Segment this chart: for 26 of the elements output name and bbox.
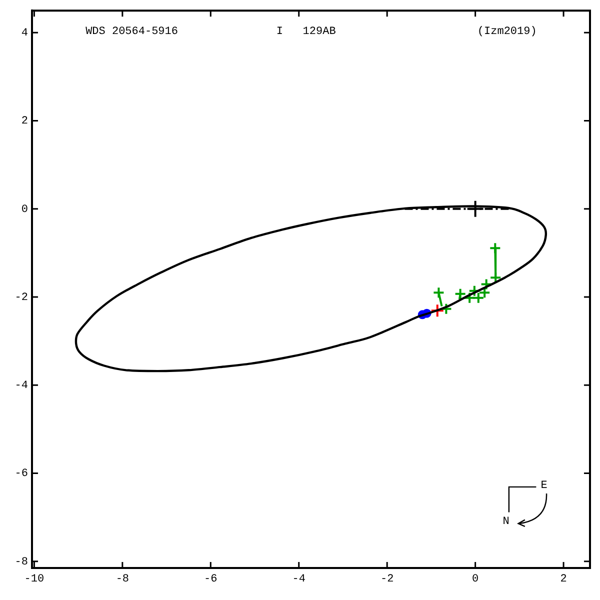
x-tick-label: -10	[24, 574, 44, 586]
point	[440, 302, 452, 315]
y-tick-label: -8	[14, 556, 28, 568]
x-tick-label: 2	[560, 574, 567, 586]
x-tick-label: -8	[116, 574, 130, 586]
point	[466, 200, 484, 218]
y-tick-label: -2	[14, 292, 28, 304]
text: I 129AB	[276, 26, 336, 38]
y-tick-label: 4	[21, 28, 28, 40]
annotation: (Izm2019)	[477, 26, 537, 38]
y-tick-label: 2	[21, 116, 28, 128]
point	[430, 304, 444, 318]
text: WDS 20564-5916	[86, 26, 178, 38]
point	[480, 278, 492, 290]
x-tick-label: -2	[380, 574, 394, 586]
x-tick-label: -6	[204, 574, 218, 586]
x-tick-label: 0	[472, 574, 479, 586]
point	[464, 292, 476, 304]
y-tick-label: 0	[21, 204, 28, 216]
annotation: E	[540, 480, 548, 492]
point	[432, 286, 445, 299]
y-tick-label: -6	[14, 468, 28, 480]
y-tick-label: -4	[14, 380, 28, 392]
point	[489, 242, 502, 254]
annotation: N	[502, 516, 510, 528]
x-tick-label: -4	[292, 574, 306, 586]
